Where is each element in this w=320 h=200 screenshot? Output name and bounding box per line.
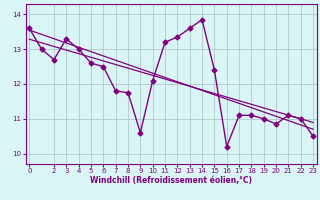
- X-axis label: Windchill (Refroidissement éolien,°C): Windchill (Refroidissement éolien,°C): [90, 176, 252, 185]
